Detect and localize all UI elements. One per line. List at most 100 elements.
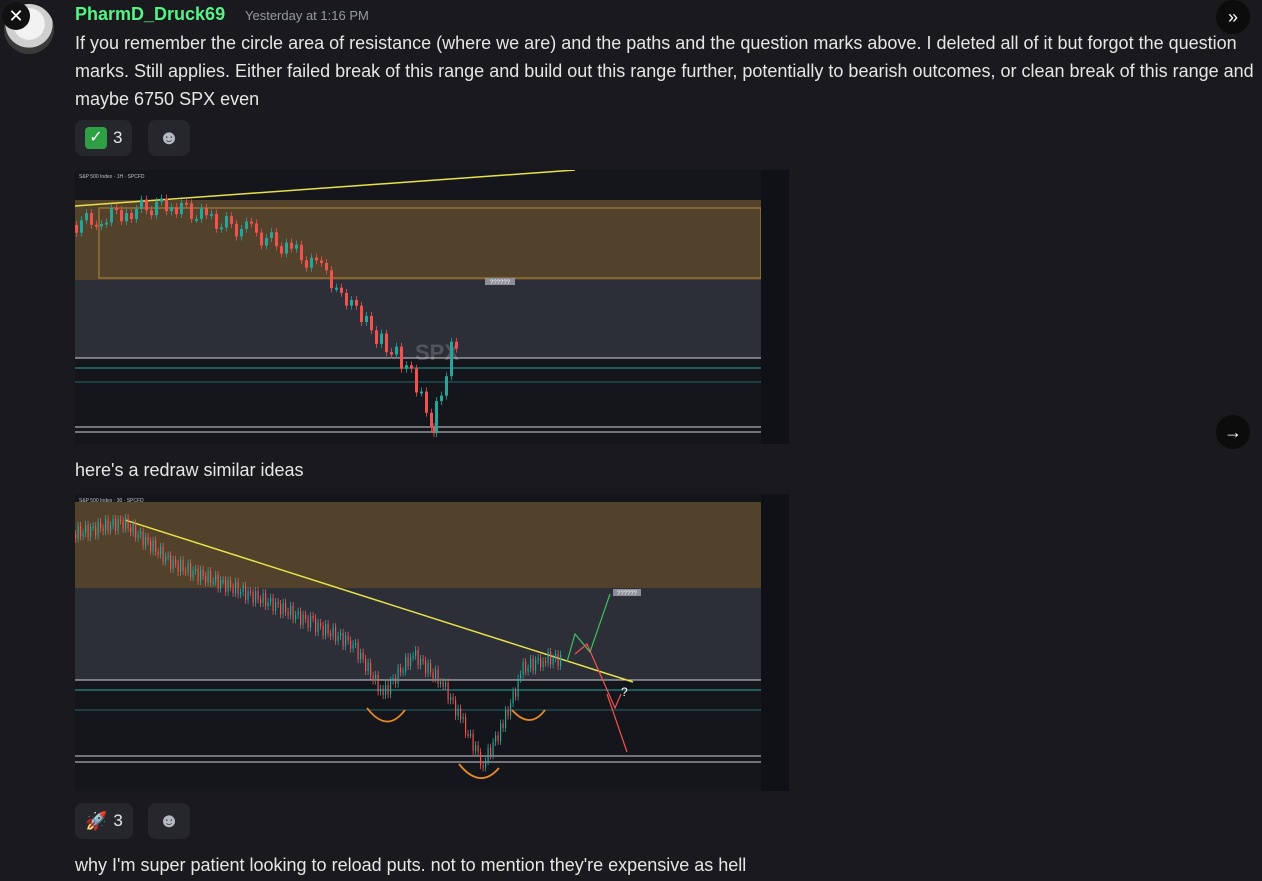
candle xyxy=(310,616,312,628)
candle xyxy=(540,658,542,668)
candle xyxy=(112,518,114,526)
candle xyxy=(335,627,337,641)
candle xyxy=(167,555,169,558)
candle xyxy=(240,228,243,237)
chart-1-label: ?????? xyxy=(490,280,511,286)
candle xyxy=(220,227,223,230)
candle xyxy=(165,198,168,212)
candle xyxy=(135,523,137,538)
chart-1-label-box xyxy=(485,278,515,285)
chart-image-1[interactable]: ?????? SPX S&P 500 Index · 1H · SPCFD xyxy=(75,170,789,444)
candle xyxy=(445,376,448,396)
candle xyxy=(405,365,408,369)
candle xyxy=(372,675,374,681)
candle xyxy=(207,571,209,583)
candle xyxy=(447,682,449,701)
candle xyxy=(467,734,469,737)
candle xyxy=(270,232,273,239)
chart-1-svg: ?????? SPX S&P 500 Index · 1H · SPCFD xyxy=(75,170,789,444)
candle xyxy=(297,611,299,615)
candle xyxy=(137,534,139,538)
candle xyxy=(75,534,77,539)
candle xyxy=(490,747,492,756)
chart-2-question: ? xyxy=(621,685,628,699)
candle xyxy=(225,580,227,592)
candle xyxy=(390,680,392,695)
reaction-rocket[interactable]: 🚀 3 xyxy=(75,803,133,839)
bearish-path-2 xyxy=(606,693,628,753)
candle xyxy=(210,571,212,583)
candle xyxy=(340,632,342,636)
candle xyxy=(547,652,549,663)
candle xyxy=(122,520,124,529)
candle xyxy=(157,551,159,555)
candle xyxy=(307,618,309,628)
candle xyxy=(395,346,398,355)
candle xyxy=(365,316,368,323)
candle xyxy=(107,519,109,531)
candle xyxy=(97,522,99,536)
candle xyxy=(487,747,489,762)
candle xyxy=(250,221,253,224)
candle xyxy=(480,752,482,766)
smiley-add-icon[interactable]: ☻ xyxy=(148,803,190,839)
candle xyxy=(315,257,318,261)
candle xyxy=(550,652,552,665)
candle xyxy=(525,662,527,672)
candle xyxy=(430,412,433,428)
candle xyxy=(530,658,532,669)
candle xyxy=(315,618,317,633)
candle xyxy=(170,207,173,212)
candle xyxy=(185,570,187,573)
candle xyxy=(457,708,459,716)
candle xyxy=(262,593,264,604)
candle xyxy=(150,541,152,552)
candle xyxy=(152,540,154,552)
candle xyxy=(300,244,303,261)
candle xyxy=(470,733,472,736)
candle xyxy=(105,519,107,532)
trendline-1 xyxy=(75,170,576,207)
candle xyxy=(512,691,514,704)
candle xyxy=(180,202,183,214)
candle xyxy=(230,216,233,224)
candle xyxy=(420,391,423,394)
candle xyxy=(165,556,167,562)
candle xyxy=(425,660,427,674)
candle xyxy=(295,614,297,620)
arrow-right-icon[interactable]: → xyxy=(1216,415,1250,449)
timestamp: Yesterday at 1:16 PM xyxy=(245,8,369,23)
smiley-add-icon[interactable]: ☻ xyxy=(148,120,190,156)
curve-head xyxy=(458,763,500,779)
chart-2-label-box xyxy=(613,589,641,596)
candle xyxy=(437,669,439,684)
chart-image-2[interactable]: ?????? ? S&P 500 Index · 30 · SPCFD xyxy=(75,494,789,791)
candle xyxy=(335,287,338,290)
reaction-check[interactable]: ✓ 3 xyxy=(75,120,133,156)
username[interactable]: PharmD_Druck69 xyxy=(75,4,226,24)
bearish-path-1 xyxy=(574,643,622,710)
candle xyxy=(190,563,192,578)
candle xyxy=(370,662,372,676)
candle xyxy=(452,697,454,701)
candle xyxy=(427,663,429,674)
chart-2-candles xyxy=(75,513,562,772)
close-icon[interactable]: ✕ xyxy=(2,2,30,30)
candle xyxy=(305,614,307,619)
reaction-count: 3 xyxy=(113,128,123,147)
candle xyxy=(510,703,512,716)
candle xyxy=(382,688,384,695)
double-chevron-right-icon[interactable]: » xyxy=(1216,0,1250,34)
candle xyxy=(435,669,437,679)
candle xyxy=(160,546,162,555)
candle xyxy=(77,525,79,539)
candle xyxy=(142,531,144,546)
candle xyxy=(217,574,219,589)
candle xyxy=(520,674,522,679)
candle xyxy=(370,316,373,331)
candle xyxy=(110,525,112,531)
candle xyxy=(150,210,153,216)
candle xyxy=(155,540,157,552)
candle xyxy=(127,517,129,528)
candle xyxy=(285,602,287,613)
